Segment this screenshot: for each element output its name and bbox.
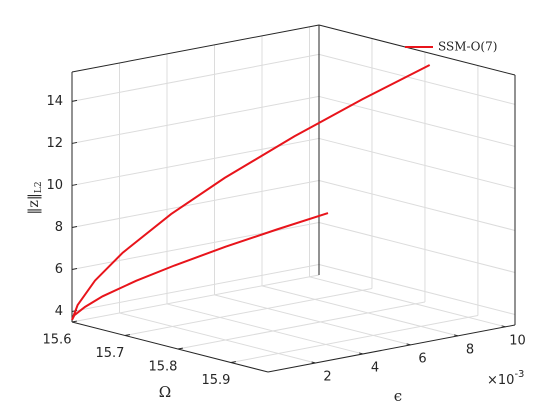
grid-line [119, 312, 316, 364]
z-tick-label: 12 [46, 136, 63, 151]
x-tick-label: 15.8 [148, 360, 177, 375]
axis-line [318, 24, 516, 76]
grid-line [318, 179, 516, 231]
grid-line [124, 288, 373, 337]
y-tick-label: 10 [509, 333, 526, 348]
grid-line [261, 285, 459, 337]
tick-mark [71, 99, 78, 102]
grid-line [309, 276, 506, 328]
plot-area [71, 64, 431, 321]
axis-line [267, 324, 516, 373]
tick-mark [71, 141, 78, 144]
axis-line [71, 24, 320, 73]
axes-box [71, 24, 516, 373]
grid-line [71, 53, 320, 102]
y-tick-label: 8 [466, 342, 474, 357]
x-tick-label: 15.9 [201, 373, 230, 388]
grid-line [318, 137, 516, 189]
y-tick-label: 6 [418, 351, 426, 366]
series-line [71, 64, 431, 321]
z-tick-label: 6 [55, 262, 63, 277]
grid-line [177, 301, 426, 350]
grid-line [71, 274, 320, 323]
axis-line [71, 321, 269, 373]
z-tick-label: 8 [55, 220, 63, 235]
z-axis-label: ‖z‖L2 [26, 181, 44, 214]
grid-line [166, 303, 364, 355]
legend-label: SSM-O(7) [438, 40, 497, 54]
grid-line [71, 95, 320, 144]
grid-line [318, 53, 516, 105]
tick-mark [71, 225, 78, 228]
x-tick-label: 15.6 [43, 333, 72, 348]
grid-line [318, 221, 516, 273]
y-exponent: ×10-3 [487, 369, 524, 388]
grid [71, 25, 516, 364]
grid-line [318, 264, 516, 315]
z-tick-label: 4 [55, 304, 63, 319]
tick-mark [71, 183, 78, 186]
tick-mark [71, 267, 78, 270]
grid-line [230, 315, 479, 364]
y-axis-label: ϵ [394, 387, 402, 405]
y-exponent-power: -3 [514, 369, 524, 380]
z-axis-label-sub: L2 [34, 181, 44, 193]
x-axis-label: Ω [159, 383, 171, 401]
y-exponent-base: ×10 [487, 373, 514, 388]
z-tick-label: 10 [46, 178, 63, 193]
y-tick-label: 4 [371, 360, 379, 375]
z-axis-label-main: ‖z‖ [26, 193, 42, 214]
x-tick-label: 15.7 [95, 346, 124, 361]
grid-line [71, 264, 320, 312]
z-tick-label: 14 [46, 94, 63, 109]
grid-line [214, 294, 411, 346]
grid-line [71, 179, 320, 228]
y-tick-label: 2 [323, 369, 331, 384]
